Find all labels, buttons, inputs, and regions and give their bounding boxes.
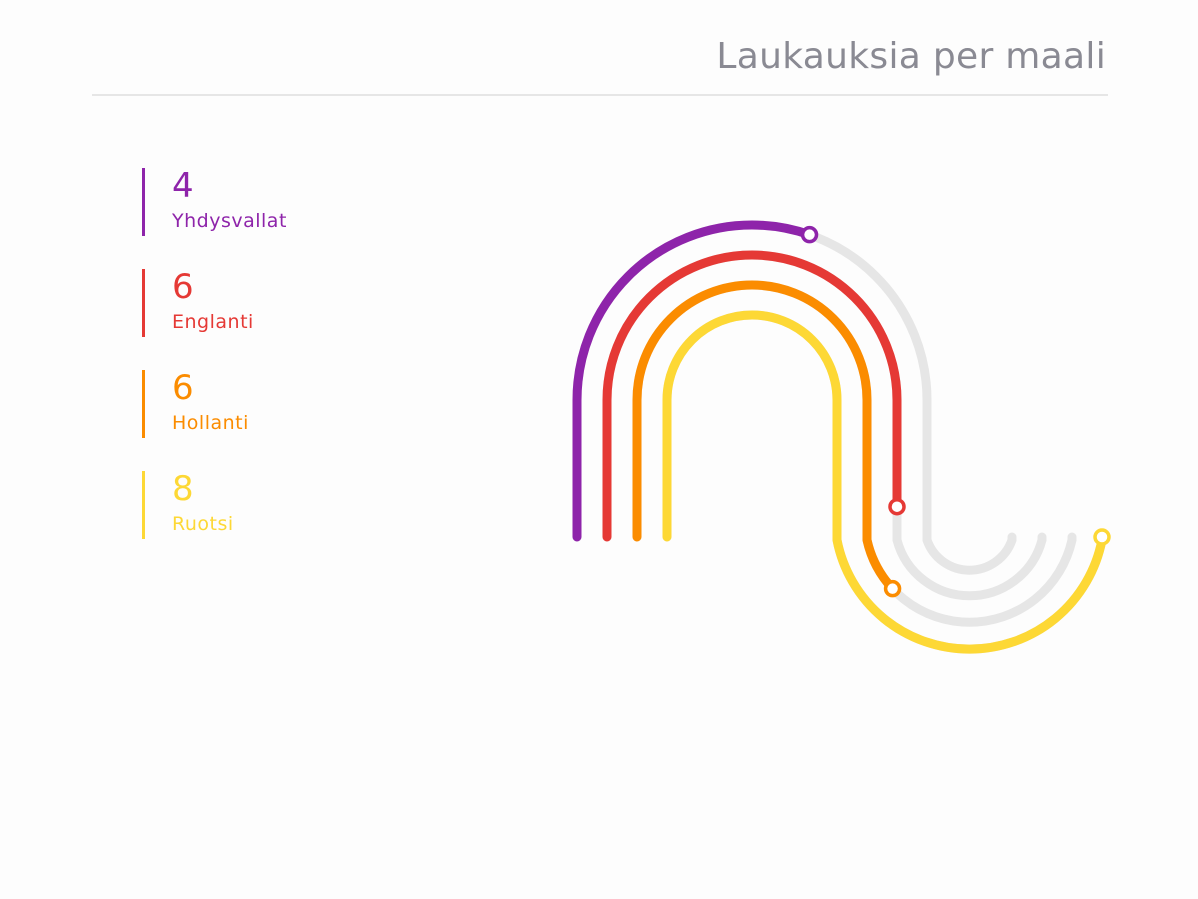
arc-series-hollanti bbox=[632, 280, 1077, 627]
legend-item-hollanti: 6 Hollanti bbox=[142, 370, 287, 438]
legend-color-bar bbox=[142, 269, 145, 337]
legend-color-bar bbox=[142, 471, 145, 539]
title-divider bbox=[92, 94, 1108, 96]
arc-series-ruotsi bbox=[662, 310, 1107, 654]
arc-series-yhdysvallat bbox=[572, 220, 1017, 575]
legend-value: 6 bbox=[172, 267, 194, 307]
arc-end-marker-englanti bbox=[888, 497, 906, 516]
legend-item-ruotsi: 8 Ruotsi bbox=[142, 471, 287, 539]
arc-series-englanti bbox=[602, 250, 1047, 601]
arc-end-marker-hollanti bbox=[883, 579, 902, 598]
legend-item-englanti: 6 Englanti bbox=[142, 269, 287, 337]
legend-color-bar bbox=[142, 370, 145, 438]
legend-label: Hollanti bbox=[172, 412, 249, 434]
legend-label: Ruotsi bbox=[172, 513, 234, 535]
legend-label: Yhdysvallat bbox=[172, 210, 287, 232]
legend-value: 6 bbox=[172, 368, 194, 408]
legend-value: 4 bbox=[172, 166, 194, 206]
chart-title: Laukauksia per maali bbox=[716, 36, 1106, 77]
arc-end-marker-ruotsi bbox=[1093, 528, 1111, 546]
legend-value: 8 bbox=[172, 469, 194, 509]
legend-color-bar bbox=[142, 168, 145, 236]
arc-track-yhdysvallat bbox=[572, 220, 1017, 575]
legend-label: Englanti bbox=[172, 311, 254, 333]
legend-item-yhdysvallat: 4 Yhdysvallat bbox=[142, 168, 287, 236]
legend: 4 Yhdysvallat 6 Englanti 6 Hollanti 8 Ru… bbox=[142, 168, 287, 572]
arc-end-marker-yhdysvallat bbox=[800, 225, 819, 244]
